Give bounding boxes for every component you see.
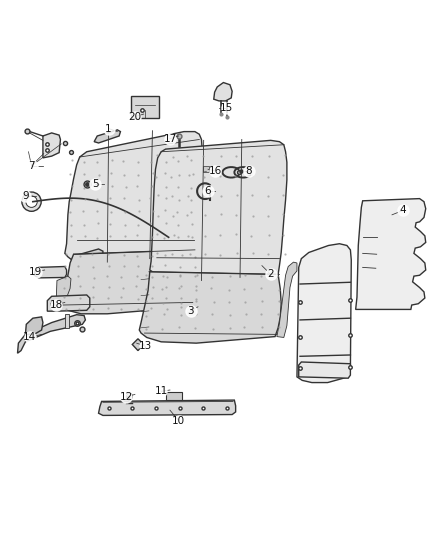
Polygon shape [139, 272, 281, 343]
Bar [166, 392, 182, 400]
Text: 10: 10 [172, 416, 185, 426]
Text: 13: 13 [139, 341, 152, 351]
Text: 12: 12 [120, 392, 133, 402]
Polygon shape [65, 314, 69, 328]
Text: 20: 20 [128, 112, 141, 122]
Text: 2: 2 [267, 269, 274, 279]
Polygon shape [94, 130, 120, 143]
Polygon shape [18, 314, 85, 353]
Polygon shape [132, 339, 144, 351]
Polygon shape [47, 295, 90, 311]
Circle shape [26, 196, 37, 207]
Polygon shape [214, 83, 232, 101]
Text: 14: 14 [23, 333, 36, 343]
Polygon shape [65, 132, 202, 263]
Text: 17: 17 [163, 134, 177, 143]
Polygon shape [43, 133, 60, 158]
Polygon shape [58, 250, 198, 314]
Text: 18: 18 [49, 300, 63, 310]
Text: 4: 4 [399, 205, 406, 215]
Polygon shape [356, 199, 426, 310]
Text: 7: 7 [28, 161, 35, 171]
Text: 15: 15 [220, 103, 233, 113]
Polygon shape [56, 276, 71, 305]
Polygon shape [74, 249, 103, 264]
Circle shape [22, 192, 41, 211]
Polygon shape [99, 400, 236, 415]
Text: 3: 3 [187, 306, 194, 316]
Text: 16: 16 [209, 166, 222, 176]
Text: 19: 19 [29, 266, 42, 277]
Text: 5: 5 [92, 179, 99, 189]
Text: 1: 1 [105, 124, 112, 134]
Polygon shape [297, 244, 351, 383]
Polygon shape [299, 362, 350, 378]
Text: 8: 8 [245, 166, 252, 176]
Polygon shape [34, 266, 67, 278]
Polygon shape [150, 140, 287, 282]
Bar [131, 96, 159, 118]
Polygon shape [25, 317, 43, 334]
Polygon shape [277, 262, 297, 337]
Text: 11: 11 [155, 386, 168, 397]
Text: 6: 6 [205, 186, 212, 196]
Text: 9: 9 [22, 191, 29, 201]
